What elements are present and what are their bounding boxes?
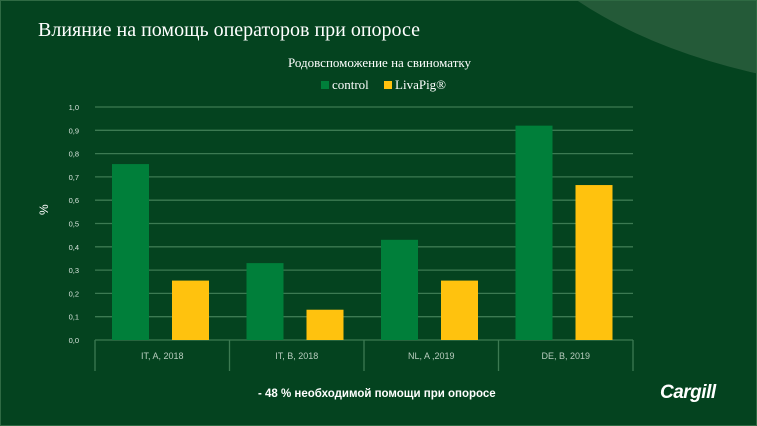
legend: control LivaPig® bbox=[1, 77, 756, 93]
bar-livapig bbox=[441, 280, 478, 340]
y-tick-label: 0,3 bbox=[69, 266, 79, 275]
bar-control bbox=[381, 239, 418, 340]
footer-note: - 48 % необходимой помощи при опоросе bbox=[258, 388, 496, 400]
y-tick-label: 0,8 bbox=[69, 150, 79, 159]
x-tick-label: IT, B, 2018 bbox=[275, 351, 318, 361]
x-tick-label: IT, A, 2018 bbox=[141, 351, 184, 361]
chart-title: Родовспоможение на свиноматку bbox=[287, 55, 472, 70]
bar-livapig bbox=[306, 309, 344, 340]
bar-control bbox=[112, 164, 149, 340]
legend-label-control: control bbox=[331, 77, 369, 92]
y-tick-label: 0,4 bbox=[69, 243, 79, 252]
bar-control bbox=[246, 263, 284, 340]
slide-title: Влияние на помощь операторов при опоросе bbox=[38, 19, 421, 41]
legend-label-livapig: LivaPig® bbox=[395, 77, 447, 92]
bar-livapig bbox=[575, 185, 613, 340]
y-tick-label: 0,5 bbox=[69, 220, 79, 229]
y-tick-label: 0,9 bbox=[69, 126, 79, 135]
cargill-logo: Cargill bbox=[660, 382, 716, 403]
y-tick-label: 1,0 bbox=[69, 103, 79, 112]
y-tick-label: 0,7 bbox=[69, 173, 79, 182]
y-tick-label: 0,2 bbox=[69, 289, 79, 298]
y-tick-label: 0,0 bbox=[69, 336, 79, 345]
x-tick-label: NL, A ,2019 bbox=[408, 351, 455, 361]
x-tick-label: DE, B, 2019 bbox=[541, 351, 590, 361]
y-tick-label: 0,6 bbox=[69, 196, 79, 205]
bar-livapig bbox=[172, 280, 209, 340]
bar-control bbox=[515, 125, 553, 340]
y-tick-label: 0,1 bbox=[69, 313, 79, 322]
legend-swatch-control bbox=[320, 81, 329, 89]
legend-swatch-livapig bbox=[384, 81, 393, 89]
